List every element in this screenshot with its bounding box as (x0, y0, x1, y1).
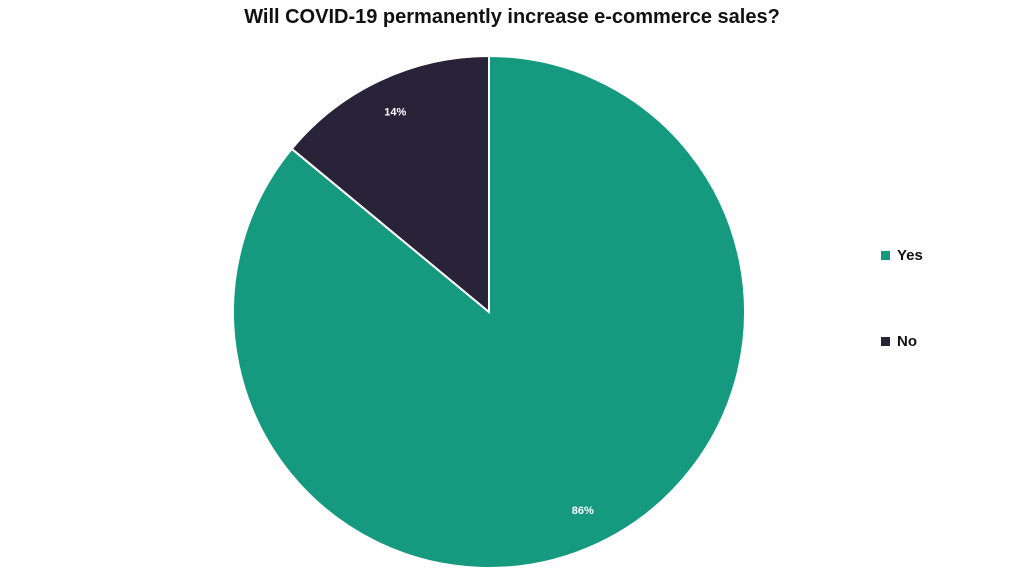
legend-item-no: No (881, 330, 923, 352)
legend: Yes No (881, 244, 923, 416)
legend-swatch-yes (881, 250, 890, 260)
legend-item-yes: Yes (881, 244, 923, 266)
legend-label-yes: Yes (897, 246, 923, 264)
legend-swatch-no (881, 336, 890, 346)
legend-label-no: No (897, 332, 917, 350)
data-label-no: 14% (384, 107, 406, 119)
data-label-yes: 86% (572, 505, 594, 517)
pie-slice-no (290, 54, 490, 315)
chart-title: Will COVID-19 permanently increase e-com… (244, 6, 780, 28)
